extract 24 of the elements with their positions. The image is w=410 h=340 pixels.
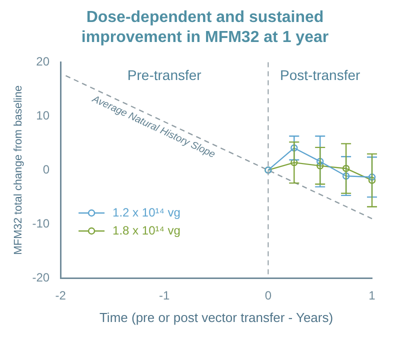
y-axis-title: MFM32 total change from baseline [12, 85, 25, 255]
point [368, 174, 376, 181]
y-tick-label: -20 [32, 270, 50, 284]
point [290, 144, 298, 152]
point [342, 172, 350, 180]
x-tick-label: 0 [264, 288, 272, 303]
annotation: Pre-transfer [127, 67, 202, 84]
y-tick-label: 0 [42, 162, 50, 176]
legend-label: 1.8 x 10¹⁴ vg [112, 223, 180, 238]
point [368, 176, 376, 184]
point [290, 158, 298, 166]
chart-title: Dose-dependent and sustained improvement in MFM32 at 1 year [80, 8, 330, 48]
annotation: Post-transfer [280, 67, 360, 84]
point [316, 158, 324, 166]
x-axis-title: Time (pre or post vector transfer - Years) [99, 310, 334, 325]
y-tick-label: 20 [36, 54, 50, 69]
legend-label: 1.2 x 10¹⁴ vg [112, 205, 180, 220]
y-tick-label: -10 [32, 216, 50, 230]
x-tick-label: -1 [159, 288, 170, 303]
point [316, 162, 324, 170]
point [342, 164, 350, 172]
y-tick-label: 10 [36, 108, 50, 122]
x-tick-label: 1 [368, 288, 376, 303]
x-tick-label: -2 [55, 288, 66, 303]
